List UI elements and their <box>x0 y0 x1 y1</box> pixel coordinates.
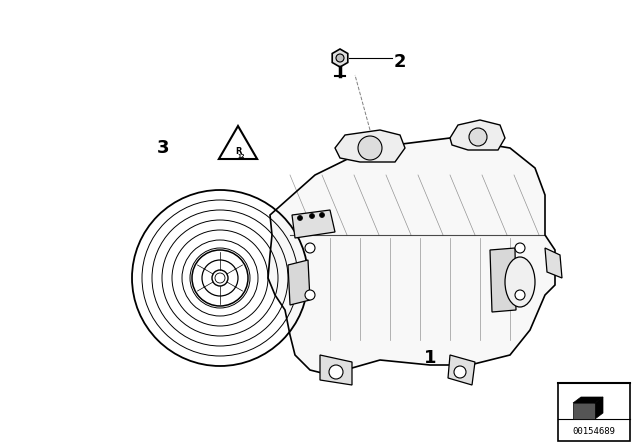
Polygon shape <box>545 248 562 278</box>
Polygon shape <box>268 138 555 375</box>
Bar <box>558 383 630 441</box>
Polygon shape <box>288 260 310 305</box>
Circle shape <box>298 215 303 220</box>
Text: 00154689: 00154689 <box>573 426 616 435</box>
Circle shape <box>515 290 525 300</box>
Text: 3: 3 <box>157 139 169 157</box>
Polygon shape <box>573 403 595 419</box>
Circle shape <box>515 243 525 253</box>
Text: 12: 12 <box>237 154 244 159</box>
Circle shape <box>454 366 466 378</box>
Polygon shape <box>595 397 603 419</box>
Circle shape <box>336 54 344 62</box>
Polygon shape <box>450 120 505 150</box>
Ellipse shape <box>505 257 535 307</box>
Circle shape <box>329 365 343 379</box>
Polygon shape <box>573 397 603 403</box>
Polygon shape <box>320 355 352 385</box>
Circle shape <box>305 243 315 253</box>
Circle shape <box>305 290 315 300</box>
Polygon shape <box>292 210 335 238</box>
Polygon shape <box>490 248 516 312</box>
Circle shape <box>319 212 324 217</box>
Polygon shape <box>332 49 348 67</box>
Polygon shape <box>335 130 405 162</box>
Text: 1: 1 <box>424 349 436 367</box>
Polygon shape <box>219 126 257 159</box>
Text: R: R <box>235 146 241 155</box>
Circle shape <box>469 128 487 146</box>
Text: 2: 2 <box>394 53 406 71</box>
Polygon shape <box>448 355 475 385</box>
Circle shape <box>310 214 314 219</box>
Circle shape <box>358 136 382 160</box>
Circle shape <box>212 270 228 286</box>
